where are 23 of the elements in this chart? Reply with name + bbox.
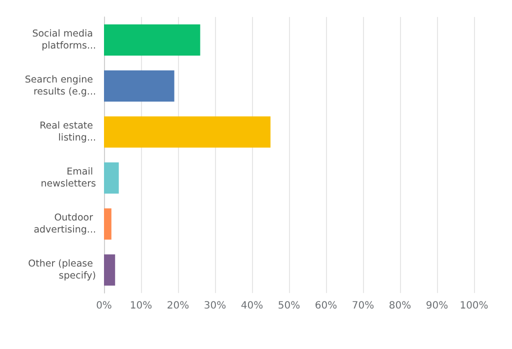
bar xyxy=(104,208,112,240)
bar xyxy=(104,162,119,194)
x-tick-label: 0% xyxy=(96,300,112,312)
y-tick-label: Search engine results (e.g... xyxy=(24,74,96,98)
x-tick-label: 40% xyxy=(240,300,264,312)
y-tick-label: Other (please specify) xyxy=(28,258,96,282)
y-tick-label: Outdoor advertising... xyxy=(34,212,96,236)
x-tick-label: 60% xyxy=(314,300,338,312)
x-tick-label: 10% xyxy=(130,300,152,312)
x-tick-label: 50% xyxy=(278,300,300,312)
x-tick-label: 90% xyxy=(426,300,448,312)
bar xyxy=(104,24,200,56)
x-tick-label: 20% xyxy=(166,300,190,312)
x-tick-label: 70% xyxy=(352,300,374,312)
bar xyxy=(104,116,270,148)
bar xyxy=(104,254,116,286)
y-tick-label: Real estate listing... xyxy=(40,120,96,144)
x-tick-label: 100% xyxy=(460,300,488,312)
x-tick-label: 30% xyxy=(204,300,226,312)
bar xyxy=(104,70,174,102)
y-tick-label: Social media platforms... xyxy=(32,28,96,52)
x-tick-label: 80% xyxy=(388,300,412,312)
y-tick-label: Email newsletters xyxy=(40,166,96,190)
